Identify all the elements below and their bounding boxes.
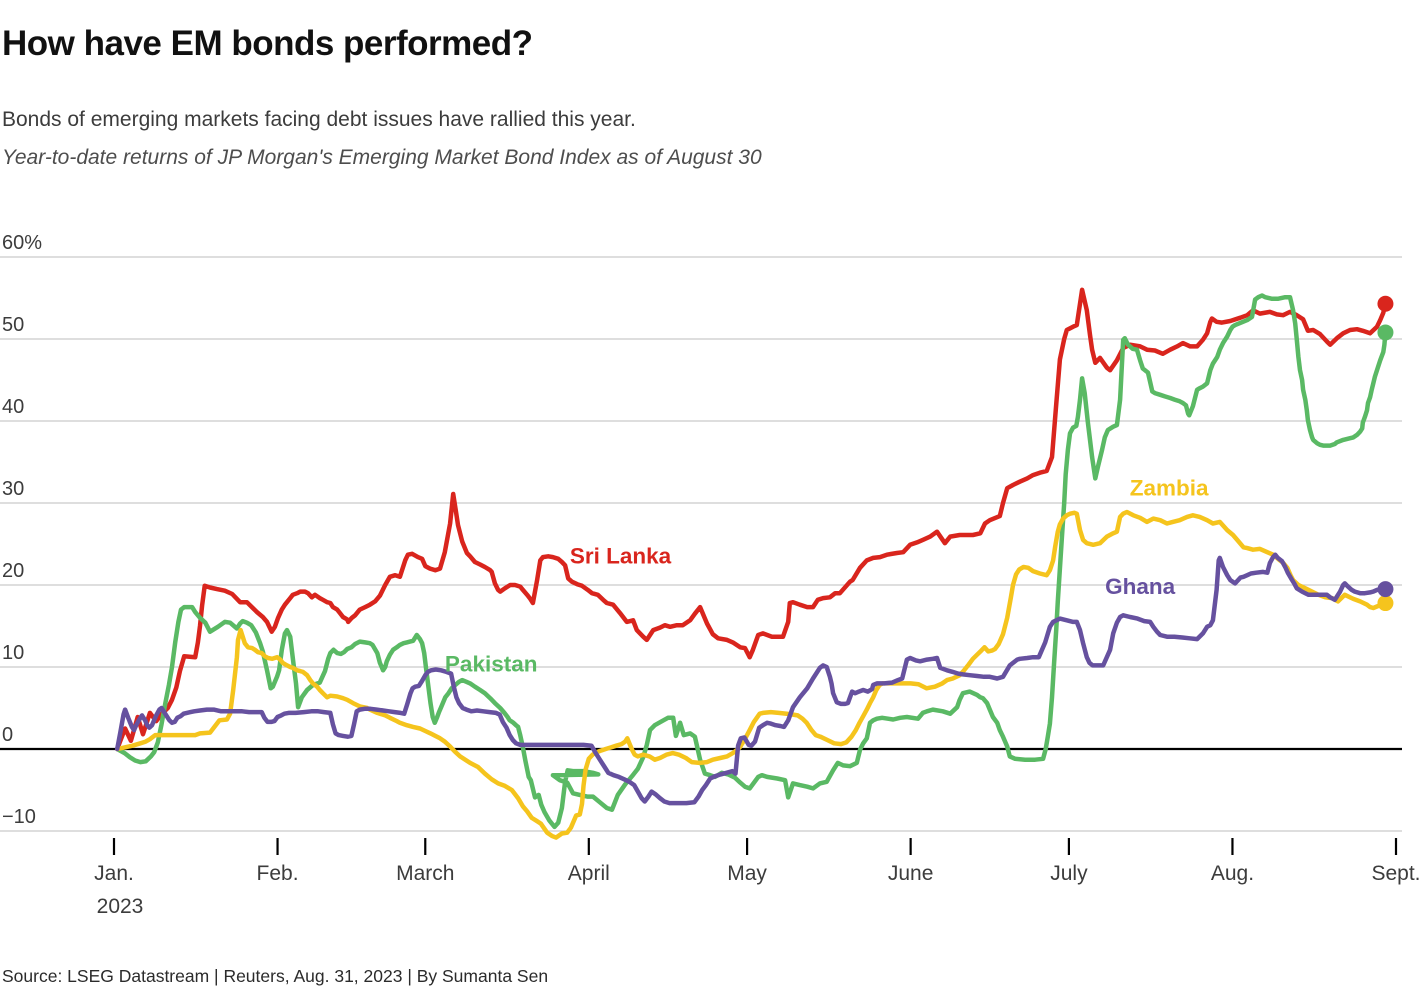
series-line-pakistan xyxy=(114,293,1388,830)
x-axis-label: Jan. xyxy=(94,862,134,885)
series-label-sri-lanka: Sri Lanka xyxy=(570,543,672,568)
series-line-ghana xyxy=(114,552,1388,806)
x-axis-label: June xyxy=(888,862,934,885)
y-axis-label: 50 xyxy=(2,314,24,336)
y-axis-label: −10 xyxy=(2,806,36,828)
series-end-dot-sri-lanka xyxy=(1377,295,1394,312)
x-axis-label: April xyxy=(568,862,610,885)
chart-subtitle: Bonds of emerging markets facing debt is… xyxy=(2,108,636,131)
x-axis-year-label: 2023 xyxy=(97,895,144,918)
series-label-zambia: Zambia xyxy=(1130,475,1209,500)
source-attribution: Source: LSEG Datastream | Reuters, Aug. … xyxy=(2,966,549,986)
y-axis-label: 0 xyxy=(2,724,13,746)
series-line-sri-lanka xyxy=(114,287,1388,752)
y-axis-label: 10 xyxy=(2,642,24,664)
chart-note-italic: Year-to-date returns of JP Morgan's Emer… xyxy=(2,146,762,169)
series-end-dot-ghana xyxy=(1377,581,1394,598)
series-label-ghana: Ghana xyxy=(1105,574,1176,599)
x-axis-label: Sept. xyxy=(1371,862,1420,885)
y-axis-label: 40 xyxy=(2,396,24,418)
x-axis-label: March xyxy=(396,862,454,885)
x-axis-label: May xyxy=(727,862,767,885)
y-axis-label: 30 xyxy=(2,478,24,500)
y-axis-label: 20 xyxy=(2,560,24,582)
page-title: How have EM bonds performed? xyxy=(2,24,533,63)
x-axis-label: July xyxy=(1050,862,1088,885)
series-label-pakistan: Pakistan xyxy=(445,652,538,677)
series-end-dot-zambia xyxy=(1377,595,1394,612)
x-axis-label: Feb. xyxy=(257,862,299,885)
y-axis-label: 60% xyxy=(2,232,42,254)
series-end-dot-pakistan xyxy=(1377,324,1394,341)
x-axis-label: Aug. xyxy=(1211,862,1254,885)
